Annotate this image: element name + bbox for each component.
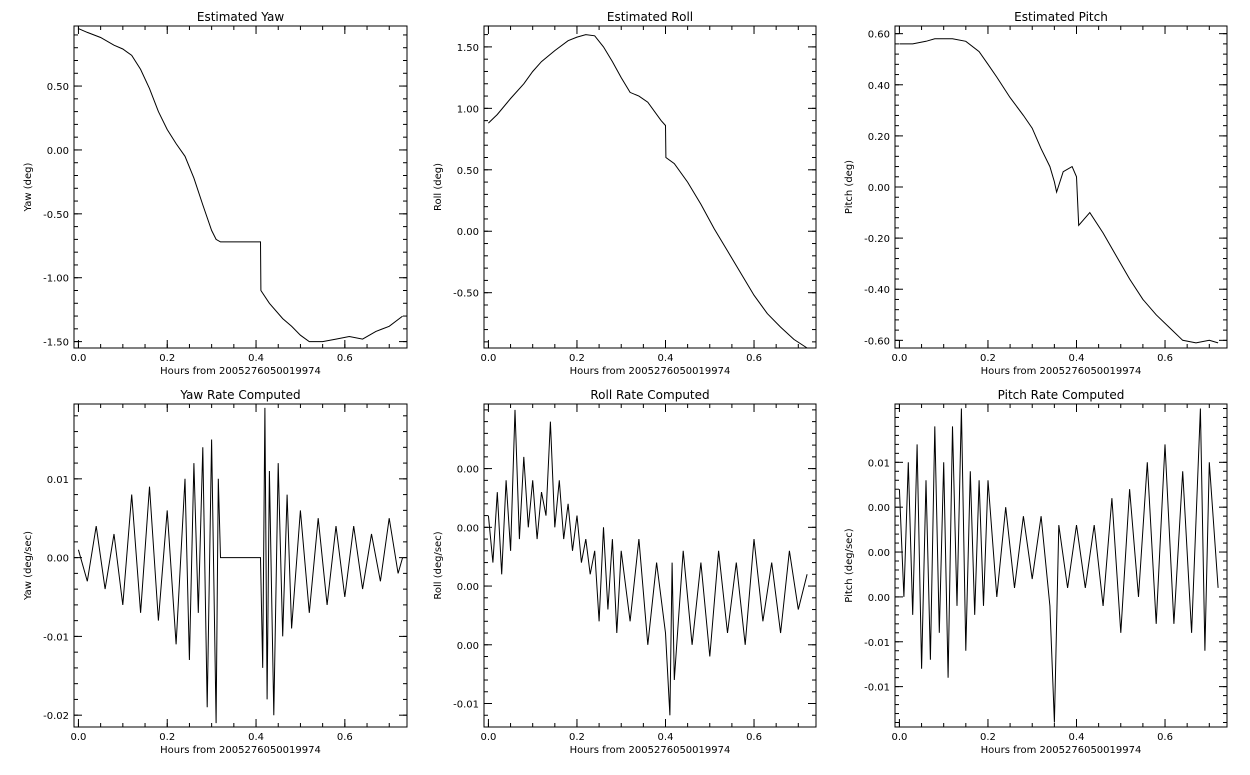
y-tick-label: -0.50 <box>453 289 479 300</box>
series-line <box>899 38 1219 344</box>
y-tick-label: 0.40 <box>868 81 890 92</box>
y-tick-label: -0.50 <box>43 210 69 221</box>
x-tick-label: 0.0 <box>70 732 86 743</box>
y-tick-label: 0.00 <box>457 641 479 652</box>
y-tick-label: 0.00 <box>47 146 69 157</box>
y-tick-label: 0.00 <box>457 227 479 238</box>
chart-panel-2: 0.0 0.2 0.4 0.6 -0.50 0.00 0.50 1.00 1.50 Estimat… <box>433 10 817 377</box>
series-line <box>487 409 808 716</box>
x-tick-label: 0.0 <box>480 732 496 743</box>
y-tick-label: -0.02 <box>43 711 69 722</box>
x-tick-label: 0.4 <box>248 732 264 743</box>
y-tick-label: -0.01 <box>43 632 69 643</box>
x-tick-label: 0.4 <box>1069 353 1085 364</box>
y-tick-label: -0.20 <box>864 234 890 245</box>
x-tick-label: 0.6 <box>1157 353 1173 364</box>
y-tick-label: -0.01 <box>864 683 890 694</box>
x-tick-label: 0.6 <box>1157 732 1173 743</box>
y-tick-label: 1.00 <box>457 104 479 115</box>
y-tick-label: 0.50 <box>47 82 69 93</box>
y-tick-label: 0.20 <box>868 132 890 143</box>
y-axis-label: Yaw (deg/sec) <box>23 531 34 601</box>
chart-panel-3: 0.0 0.2 0.4 0.6 -0.60 -0.40 -0.20 0.00 0.20 0.40 0… <box>844 10 1228 377</box>
y-tick-label: 0.00 <box>868 548 890 559</box>
x-axis-label: Hours from 2005276050019974 <box>160 366 321 377</box>
y-tick-label: 0.60 <box>868 30 890 41</box>
chart-title: Roll Rate Computed <box>590 388 709 402</box>
x-tick-label: 0.4 <box>248 353 264 364</box>
y-tick-label: 0.01 <box>47 475 69 486</box>
plot-frame <box>73 403 408 728</box>
x-tick-label: 0.6 <box>337 732 353 743</box>
chart-panel-1: 0.0 0.2 0.4 0.6 -1.50 -1.00 -0.50 0.00 0.50 Estim… <box>23 10 408 377</box>
x-axis-label: Hours from 2005276050019974 <box>981 366 1142 377</box>
plot-frame <box>894 25 1228 349</box>
x-axis-label: Hours from 2005276050019974 <box>981 745 1142 756</box>
chart-title: Pitch Rate Computed <box>998 388 1125 402</box>
y-tick-label: 0.01 <box>868 458 890 469</box>
series-line <box>898 408 1219 723</box>
y-tick-label: 0.00 <box>868 183 890 194</box>
y-axis-label: Yaw (deg) <box>23 162 34 212</box>
x-axis-label: Hours from 2005276050019974 <box>570 745 731 756</box>
y-tick-label: 0.00 <box>457 465 479 476</box>
x-tick-label: 0.2 <box>569 732 585 743</box>
y-axis-label: Pitch (deg/sec) <box>844 528 855 603</box>
x-tick-label: 0.2 <box>980 732 996 743</box>
x-tick-label: 0.0 <box>480 353 496 364</box>
x-axis-label: Hours from 2005276050019974 <box>570 366 731 377</box>
y-tick-label: 0.00 <box>457 523 479 534</box>
plot-frame <box>894 403 1228 728</box>
y-tick-label: 0.50 <box>457 166 479 177</box>
x-tick-label: 0.2 <box>980 353 996 364</box>
y-axis-label: Roll (deg) <box>433 163 444 211</box>
chart-title: Estimated Roll <box>607 10 693 24</box>
x-tick-label: 0.6 <box>746 732 762 743</box>
y-tick-label: -1.00 <box>43 274 69 285</box>
series-line <box>488 34 808 349</box>
chart-title: Estimated Yaw <box>197 10 284 24</box>
chart-panel-4: 0.0 0.2 0.4 0.6 -0.02 -0.01 0.00 0.01 Yaw Rate C… <box>23 388 408 756</box>
chart-title: Estimated Pitch <box>1014 10 1108 24</box>
x-tick-label: 0.0 <box>70 353 86 364</box>
x-axis-label: Hours from 2005276050019974 <box>160 745 321 756</box>
y-tick-label: -0.40 <box>864 285 890 296</box>
y-tick-label: 0.00 <box>457 582 479 593</box>
series-line <box>78 28 403 343</box>
y-tick-label: -0.01 <box>864 638 890 649</box>
x-tick-label: 0.0 <box>891 353 907 364</box>
y-tick-label: -0.60 <box>864 336 890 347</box>
plot-frame <box>73 25 408 349</box>
x-tick-label: 0.0 <box>891 732 907 743</box>
plot-frame <box>483 403 817 728</box>
y-tick-label: -1.50 <box>43 338 69 349</box>
y-tick-label: 1.50 <box>457 43 479 54</box>
plot-frame <box>483 25 817 349</box>
x-tick-label: 0.2 <box>569 353 585 364</box>
x-tick-label: 0.4 <box>1069 732 1085 743</box>
x-tick-label: 0.2 <box>159 353 175 364</box>
chart-title: Yaw Rate Computed <box>179 388 300 402</box>
y-tick-label: 0.00 <box>868 593 890 604</box>
y-tick-label: -0.01 <box>453 700 479 711</box>
x-tick-label: 0.4 <box>658 353 674 364</box>
x-tick-label: 0.6 <box>746 353 762 364</box>
x-tick-label: 0.4 <box>658 732 674 743</box>
chart-panel-5: 0.0 0.2 0.4 0.6 -0.01 0.00 0.00 0.00 0.00 Roll Ra… <box>433 388 817 756</box>
x-tick-label: 0.6 <box>337 353 353 364</box>
series-line <box>77 407 404 724</box>
y-tick-label: 0.00 <box>47 554 69 565</box>
y-tick-label: 0.00 <box>868 503 890 514</box>
x-tick-label: 0.2 <box>159 732 175 743</box>
y-axis-label: Roll (deg/sec) <box>433 531 444 599</box>
chart-panel-6: 0.0 0.2 0.4 0.6 -0.01 -0.01 0.00 0.00 0.00 0.01 Pi… <box>844 388 1228 756</box>
y-axis-label: Pitch (deg) <box>844 160 855 214</box>
